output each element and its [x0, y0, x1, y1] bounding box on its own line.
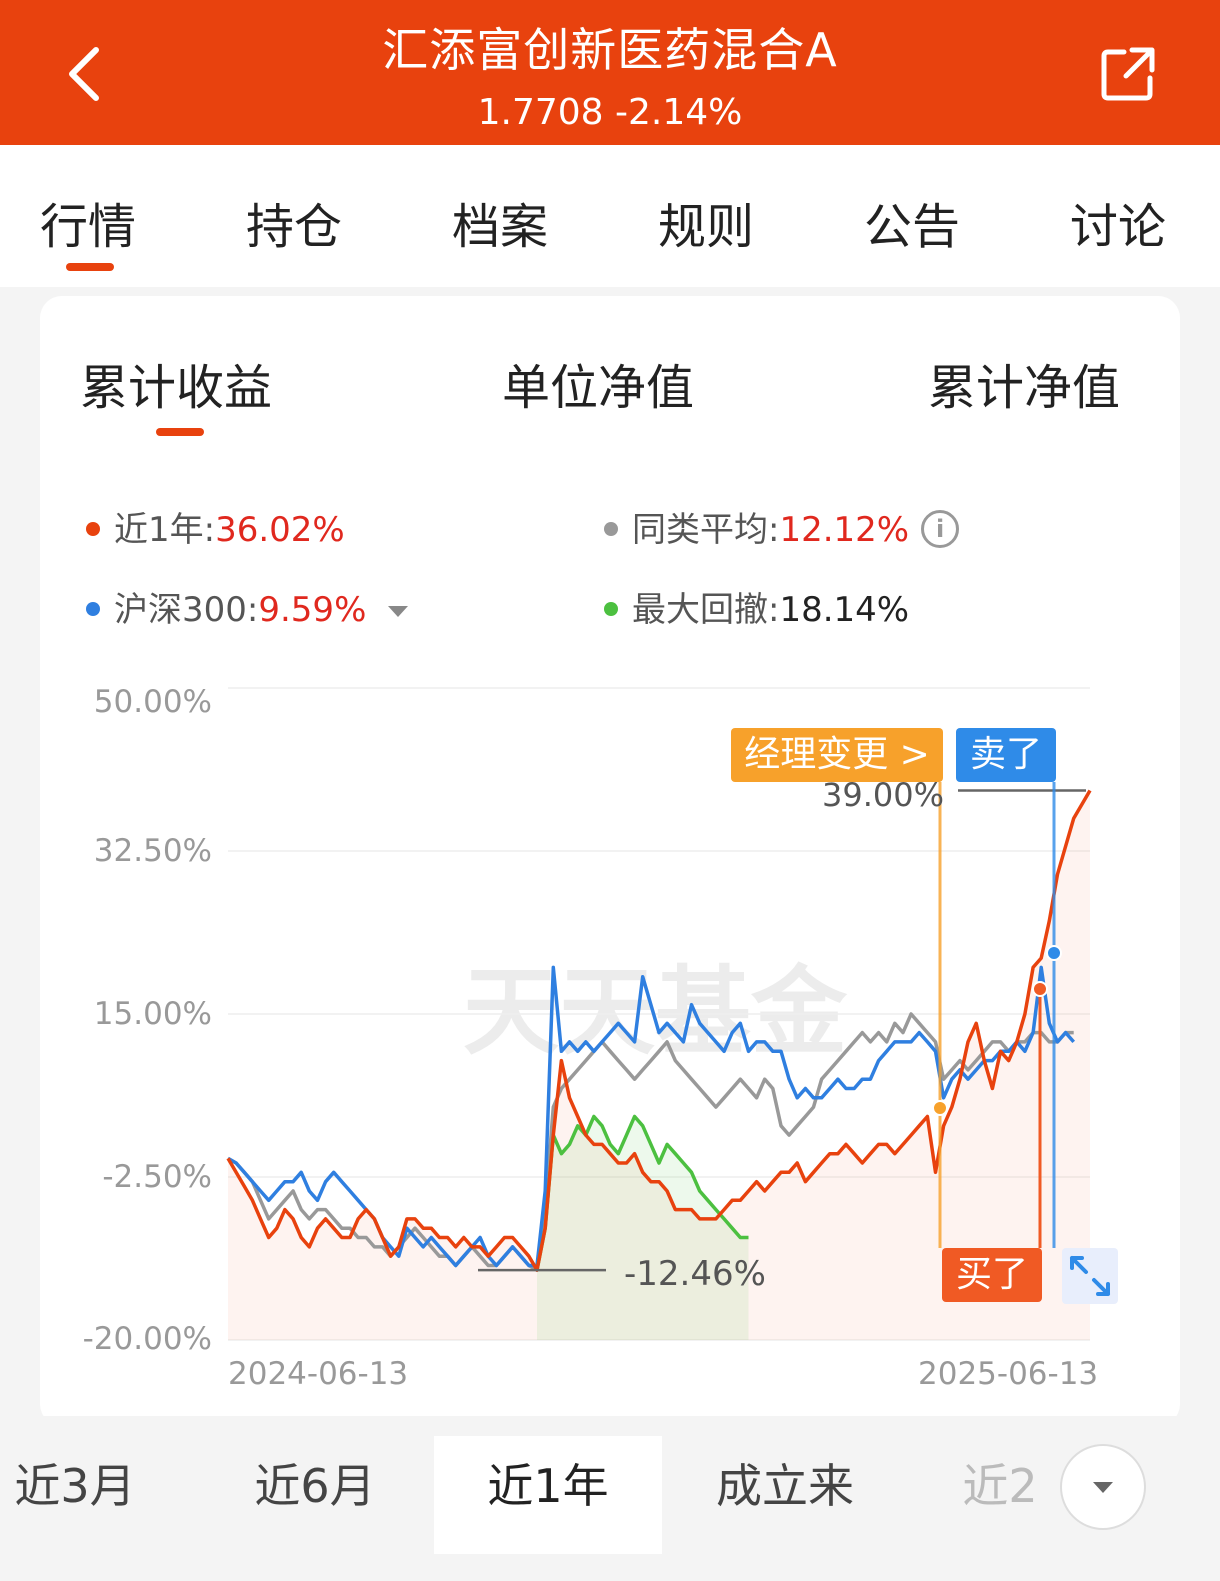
range-1y[interactable]: 近1年 — [434, 1436, 662, 1554]
y-tick-label: -2.50% — [102, 1159, 212, 1195]
legend-category-avg: 同类平均:12.12% i — [604, 502, 960, 551]
tab-market[interactable]: 行情 — [40, 199, 137, 255]
main-tabs: 行情 持仓 档案 规则 公告 讨论 — [0, 145, 1220, 287]
x-start-label: 2024-06-13 — [228, 1356, 409, 1392]
chevron-down-icon — [1093, 1482, 1113, 1493]
tab-rules[interactable]: 规则 — [658, 199, 755, 255]
y-tick-label: -20.00% — [82, 1321, 212, 1357]
share-icon[interactable] — [1098, 44, 1158, 104]
y-tick-label: 32.50% — [93, 833, 212, 869]
max-value-label: 39.00% — [822, 776, 945, 814]
more-ranges-button[interactable] — [1060, 1444, 1146, 1530]
sell-tag[interactable]: 卖了 — [956, 728, 1056, 782]
legend-dot — [86, 601, 100, 616]
expand-icon[interactable] — [1062, 1248, 1118, 1304]
tab-notices[interactable]: 公告 — [864, 199, 961, 255]
tab-indicator — [66, 263, 114, 271]
info-icon[interactable]: i — [921, 509, 960, 548]
fund-title: 汇添富创新医药混合A — [382, 23, 838, 77]
app-header: 汇添富创新医药混合A 1.7708 -2.14% — [0, 0, 1220, 145]
legend-max-drawdown: 最大回撤:18.14% — [604, 582, 909, 631]
range-2y[interactable]: 近2年 — [962, 1459, 1038, 1513]
buy-tag[interactable]: 买了 — [942, 1248, 1042, 1302]
x-end-label: 2025-06-13 — [918, 1356, 1099, 1392]
chevron-left-icon[interactable] — [60, 44, 110, 104]
range-3m[interactable]: 近3月 — [14, 1459, 136, 1513]
tab-cumulative-return[interactable]: 累计收益 — [80, 360, 273, 416]
tab-holdings[interactable]: 持仓 — [246, 199, 343, 255]
tab-profile[interactable]: 档案 — [452, 199, 549, 255]
legend-csi300[interactable]: 沪深300:9.59% — [86, 582, 409, 631]
y-tick-label: 50.00% — [93, 684, 212, 720]
legend-dot — [604, 521, 618, 536]
tab-discussion[interactable]: 讨论 — [1070, 199, 1167, 255]
tab-unit-nav[interactable]: 单位净值 — [502, 360, 695, 416]
y-tick-label: 15.00% — [93, 996, 212, 1032]
legend-dot — [604, 601, 618, 616]
legend-dot — [86, 521, 100, 536]
manager-change-tag[interactable]: 经理变更 > — [731, 728, 943, 782]
tab-cumulative-nav[interactable]: 累计净值 — [928, 360, 1121, 416]
range-since-inception[interactable]: 成立来 — [716, 1459, 854, 1513]
card-tab-indicator — [156, 428, 204, 436]
fund-nav-change: 1.7708 -2.14% — [477, 92, 743, 133]
legend-1y: 近1年:36.02% — [86, 502, 345, 551]
min-value-label: -12.46% — [624, 1254, 766, 1294]
dropdown-caret-icon[interactable] — [388, 606, 409, 617]
range-6m[interactable]: 近6月 — [254, 1459, 376, 1513]
